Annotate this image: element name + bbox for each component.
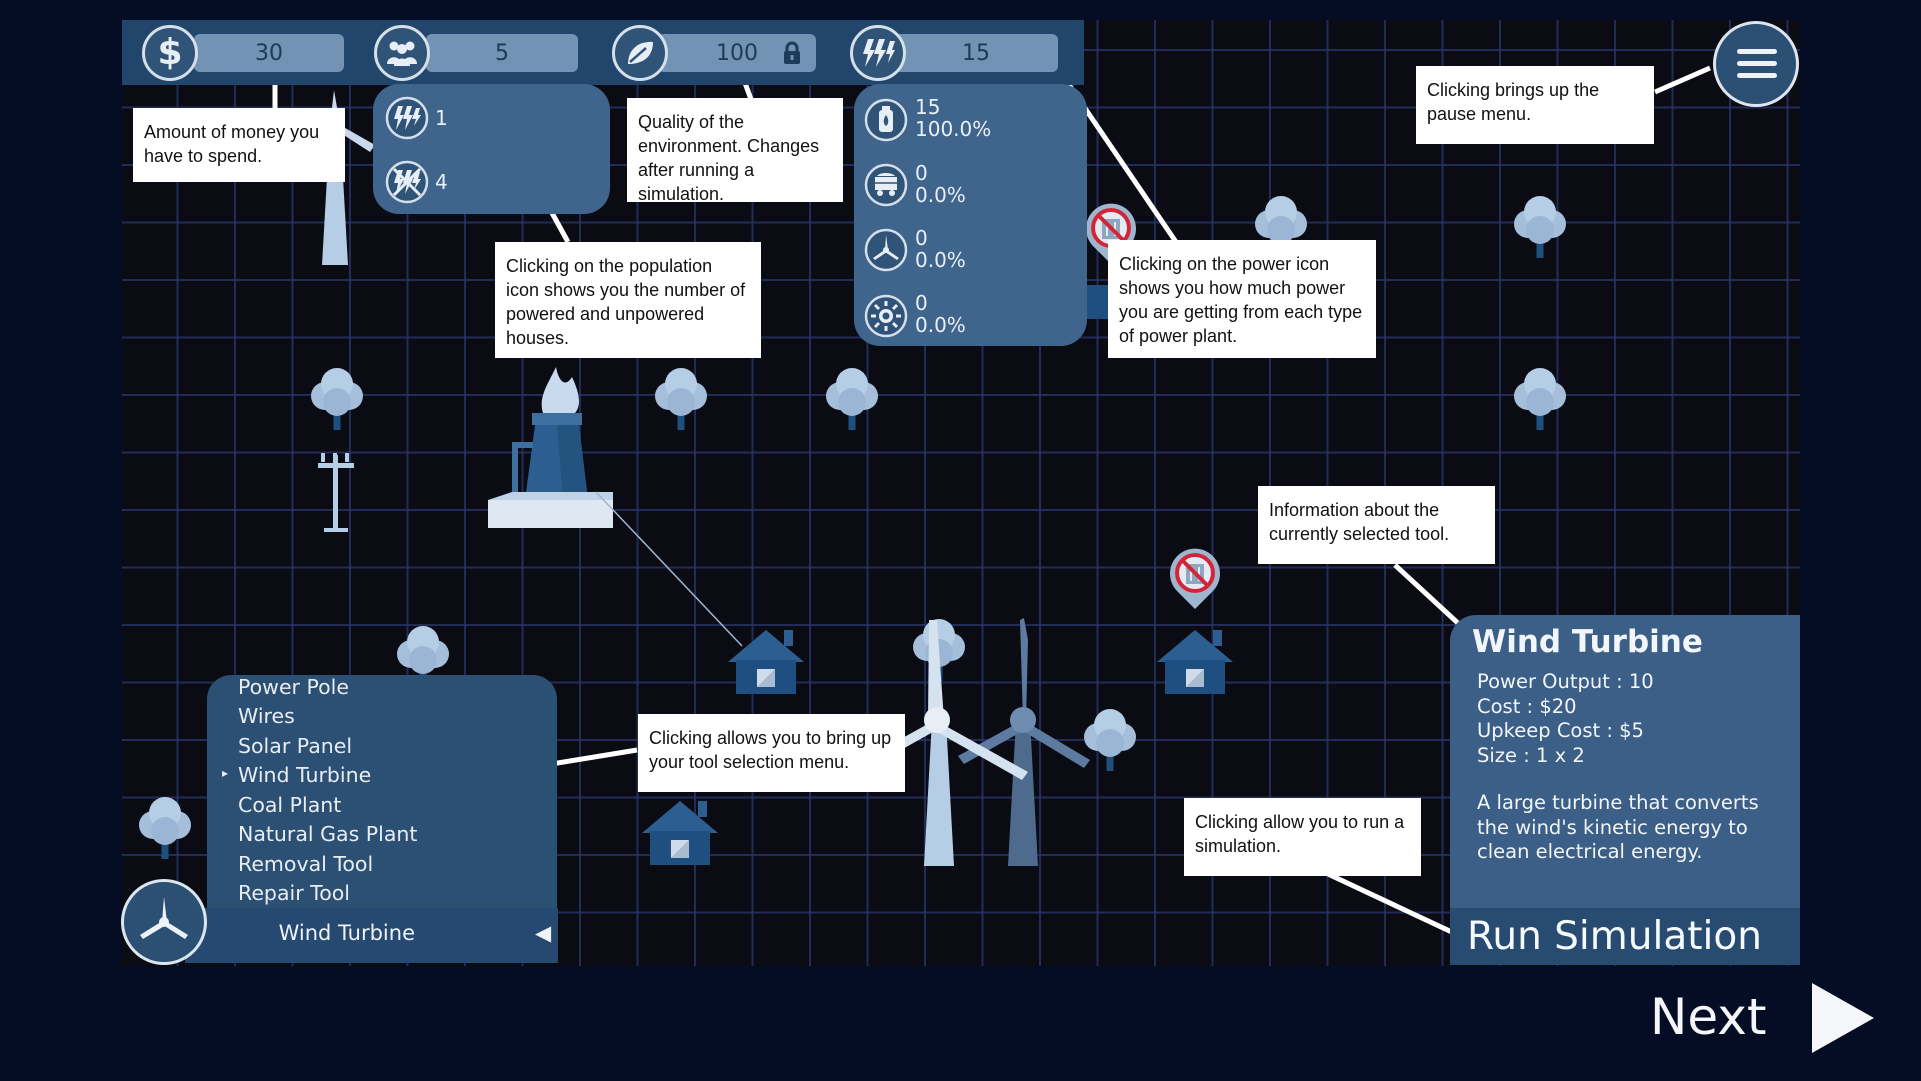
wind-turbine-icon: [864, 228, 908, 272]
population-value: 5: [426, 34, 578, 72]
tool-solar-panel[interactable]: Solar Panel: [238, 734, 353, 758]
selected-marker-icon: ▸: [222, 766, 229, 780]
environment-value: 100: [658, 34, 816, 72]
callout-simulation: Clicking allow you to run a simulation.: [1184, 798, 1421, 876]
natural-gas-plant[interactable]: [488, 367, 613, 528]
population-panel: 1 4: [373, 84, 610, 214]
tool-natural-gas-plant[interactable]: Natural Gas Plant: [238, 822, 418, 846]
sun-icon: [864, 294, 908, 338]
callout-money: Amount of money you have to spend.: [133, 108, 345, 182]
tree: [826, 368, 878, 430]
callout-environment: Quality of the environment. Changes afte…: [627, 98, 843, 204]
powered-houses-icon: [385, 96, 429, 140]
wind-turbine-icon: [140, 897, 188, 939]
tool-removal-tool[interactable]: Removal Tool: [238, 852, 374, 876]
tree: [1514, 196, 1566, 258]
hamburger-icon: [1737, 49, 1777, 78]
wind-power-amount: 0: [915, 226, 928, 250]
callout-pause: Clicking brings up the pause menu.: [1416, 66, 1654, 144]
tool-info-panel: Wind Turbine Power Output : 10 Cost : $2…: [1450, 615, 1800, 965]
run-simulation-button[interactable]: Run Simulation: [1450, 908, 1800, 965]
next-label[interactable]: Next: [1650, 988, 1767, 1046]
power-value: 15: [894, 34, 1058, 72]
power-icon[interactable]: [850, 25, 906, 81]
tool-menu-button[interactable]: [121, 879, 207, 965]
solar-power-amount: 0: [915, 291, 928, 315]
callout-tool-menu: Clicking allows you to bring up your too…: [638, 714, 905, 792]
tool-wind-turbine[interactable]: Wind Turbine: [238, 763, 372, 787]
gas-canister-icon: [864, 98, 908, 142]
powered-houses-count: 1: [435, 106, 448, 130]
upkeep-cost: Upkeep Cost : $5: [1477, 719, 1644, 742]
money-icon[interactable]: $: [142, 25, 198, 81]
power-pole[interactable]: [318, 453, 354, 532]
gas-power-amount: 15: [915, 95, 941, 119]
power-output: Power Output : 10: [1477, 670, 1654, 693]
house[interactable]: [1157, 630, 1233, 694]
tool-wires[interactable]: Wires: [238, 704, 295, 728]
unpowered-houses-icon: [385, 160, 429, 204]
wind-turbine-building[interactable]: [958, 618, 1090, 866]
tool-info-description: A large turbine that converts the wind's…: [1477, 791, 1759, 863]
house[interactable]: [728, 630, 804, 694]
house-partially-hidden[interactable]: [1087, 285, 1109, 319]
cost: Cost : $20: [1477, 694, 1577, 718]
tool-selection-menu: Power Pole Wires Solar Panel ▸ Wind Turb…: [207, 675, 557, 930]
callout-tool-info: Information about the currently selected…: [1258, 486, 1495, 564]
next-arrow-icon[interactable]: [1810, 981, 1876, 1055]
lock-icon: [784, 41, 800, 64]
leaf-icon[interactable]: [612, 25, 668, 81]
current-tool-label: Wind Turbine: [278, 921, 415, 945]
coal-power-amount: 0: [915, 161, 928, 185]
tree: [311, 368, 363, 430]
callout-power: Clicking on the power icon shows you how…: [1108, 240, 1376, 358]
tool-info-title: Wind Turbine: [1472, 624, 1703, 660]
power-breakdown-panel: 15 100.0% 0 0.0% 0 0.0%: [854, 84, 1087, 346]
tool-power-pole[interactable]: Power Pole: [238, 675, 349, 699]
collapse-arrow-icon[interactable]: ◀: [535, 921, 552, 945]
coal-power-percent: 0.0%: [915, 183, 966, 207]
callout-population: Clicking on the population icon shows yo…: [495, 242, 761, 358]
money-value: 30: [194, 34, 344, 72]
gas-power-percent: 100.0%: [915, 117, 992, 141]
unpowered-warning-icon: [1168, 546, 1222, 611]
tree: [1084, 709, 1136, 771]
resource-bar: 30 $ 5 100 15: [122, 20, 1084, 85]
environment-number: 100: [716, 40, 758, 66]
population-icon[interactable]: [374, 25, 430, 81]
size: Size : 1 x 2: [1477, 743, 1585, 767]
tool-repair-tool[interactable]: Repair Tool: [238, 881, 350, 905]
unpowered-houses-count: 4: [435, 170, 448, 194]
tree: [139, 797, 191, 859]
house[interactable]: [642, 801, 718, 865]
coal-cart-icon: [864, 163, 908, 207]
tree: [1514, 368, 1566, 430]
tool-coal-plant[interactable]: Coal Plant: [238, 793, 342, 817]
wind-power-percent: 0.0%: [915, 248, 966, 272]
pause-menu-button[interactable]: [1713, 21, 1799, 107]
wire[interactable]: [595, 491, 743, 647]
tree: [655, 368, 707, 430]
tool-info-stats: Power Output : 10 Cost : $20 Upkeep Cost…: [1477, 670, 1654, 768]
current-tool-bar[interactable]: Wind Turbine ◀: [185, 908, 558, 963]
solar-power-percent: 0.0%: [915, 313, 966, 337]
